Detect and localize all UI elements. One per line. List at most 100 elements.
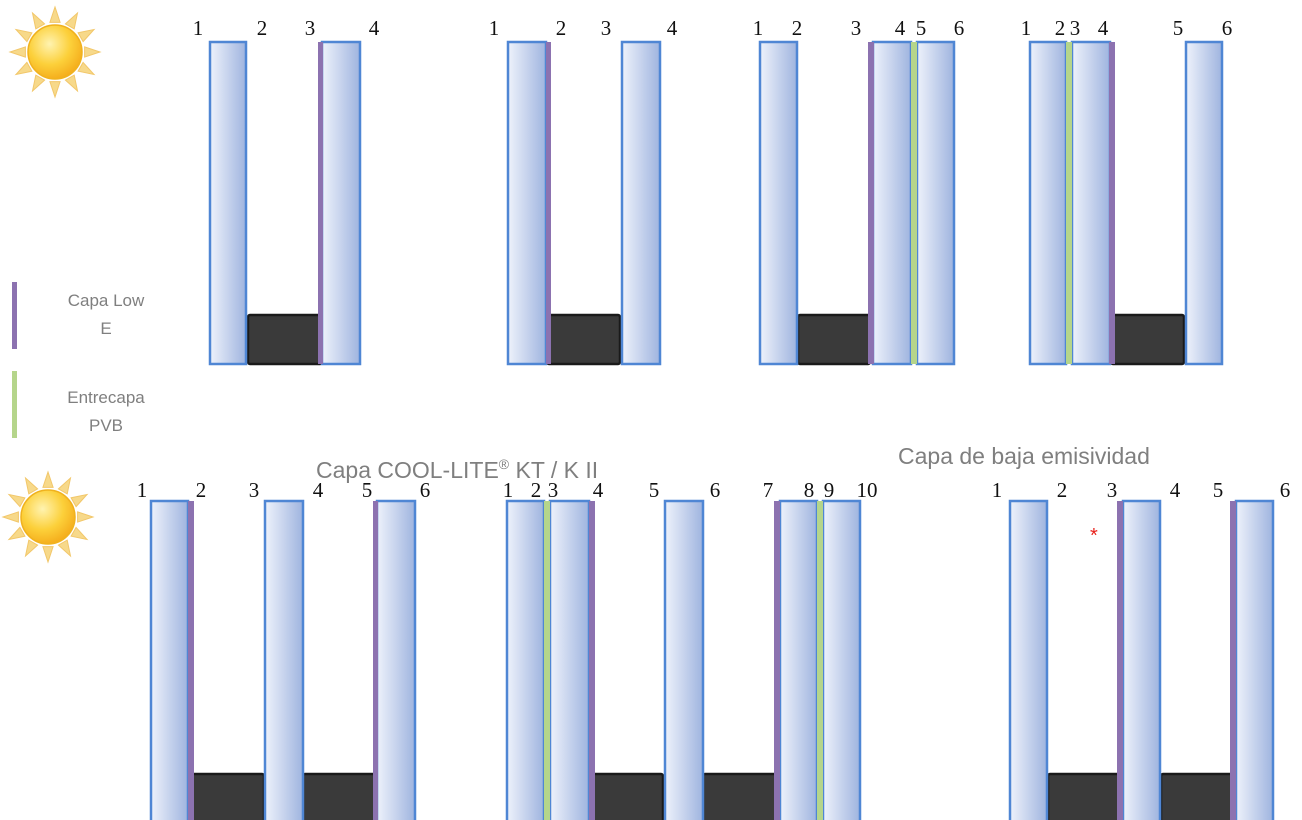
low-e-coating (373, 501, 378, 820)
glazing-unit: 1 2 3 4 5 6 (992, 478, 1291, 820)
low-e-coating (1230, 501, 1236, 820)
low-e-legend-label: E (100, 319, 111, 338)
sun-ray (57, 539, 72, 558)
glass-pane (821, 499, 862, 820)
sun-disc (20, 489, 76, 545)
sun-ray (57, 476, 72, 495)
surface-number: 5 (362, 478, 373, 502)
surface-number: 4 (667, 16, 678, 40)
surface-number: 6 (954, 16, 965, 40)
surface-number: 5 (1213, 478, 1224, 502)
surface-number: 4 (1098, 16, 1109, 40)
sun-ray (7, 526, 26, 541)
spacer-bar (1159, 772, 1236, 820)
surface-number: 2 (196, 478, 207, 502)
spacer-bar (246, 313, 324, 366)
surface-number: 4 (895, 16, 906, 40)
low-e-coating (546, 42, 551, 364)
sun-ray (14, 61, 33, 76)
surface-number: 2 (1055, 16, 1066, 40)
sun-ray (31, 74, 46, 93)
surface-number: 5 (916, 16, 927, 40)
glass-pane (548, 499, 591, 820)
spacer-bar (796, 313, 872, 366)
pvb-legend-label: Entrecapa (67, 388, 145, 407)
glass-pane (1184, 40, 1224, 366)
glass-pane (915, 40, 956, 366)
low-e-coating (868, 42, 874, 364)
sun-ray (24, 539, 39, 558)
sun-ray (64, 74, 79, 93)
pvb-legend-label: PVB (89, 416, 123, 435)
pvb-interlayer (1066, 42, 1072, 364)
surface-number: 3 (305, 16, 316, 40)
surface-number: 1 (193, 16, 204, 40)
surface-number: 4 (313, 478, 324, 502)
surface-number: 3 (249, 478, 260, 502)
surface-number: 3 (851, 16, 862, 40)
surface-number: 6 (1222, 16, 1233, 40)
glass-pane (620, 40, 662, 366)
low-e-coating (1117, 501, 1123, 820)
sun-ray (70, 493, 89, 508)
surface-number: 2 (257, 16, 268, 40)
sun-ray (64, 11, 79, 30)
glass-pane (1121, 499, 1162, 820)
cool-lite-caption-suffix: KT / K II (509, 457, 598, 483)
sun-ray (42, 470, 54, 488)
glass-pane (263, 499, 305, 820)
surface-number: 2 (1057, 478, 1068, 502)
spacer-bar (701, 772, 779, 820)
low-e-coating (589, 501, 595, 820)
low-e-legend-swatch (12, 282, 17, 349)
sun-icon (1, 470, 95, 564)
spacer-bar (301, 772, 378, 820)
sun-ray (49, 81, 61, 99)
surface-number: 1 (137, 478, 148, 502)
sun-ray (77, 28, 96, 43)
surface-number: 5 (649, 478, 660, 502)
surface-number: 4 (369, 16, 380, 40)
surface-number: 6 (420, 478, 431, 502)
surface-number: 10 (857, 478, 878, 502)
sun-ray (84, 46, 102, 58)
low-e-coating (1109, 42, 1115, 364)
glass-pane (505, 499, 546, 820)
spacer-bar (1109, 313, 1186, 366)
surface-number: 2 (792, 16, 803, 40)
glass-pane (1234, 499, 1275, 820)
pvb-interlayer (817, 501, 823, 820)
surface-number: 5 (1173, 16, 1184, 40)
low-emissivity-caption: Capa de baja emisividad (898, 443, 1150, 469)
surface-number: 2 (531, 478, 542, 502)
surface-number: 3 (1107, 478, 1118, 502)
sun-ray (7, 493, 26, 508)
glass-pane (1070, 40, 1112, 366)
sun-ray (31, 11, 46, 30)
surface-number: 1 (489, 16, 500, 40)
low-e-coating (774, 501, 780, 820)
glazing-unit: 1 2 3 4 (489, 16, 678, 366)
surface-number: 4 (1170, 478, 1181, 502)
surface-number: 1 (1021, 16, 1032, 40)
surface-number: 6 (710, 478, 721, 502)
low-e-coating (188, 501, 194, 820)
pvb-legend-swatch (12, 371, 17, 438)
registered-mark: ® (499, 456, 510, 472)
surface-number: 1 (503, 478, 514, 502)
cool-lite-caption: Capa COOL-LITE® KT / K II (316, 456, 598, 483)
surface-number: 3 (601, 16, 612, 40)
sun-ray (70, 526, 89, 541)
glass-pane (758, 40, 799, 366)
pvb-interlayer (544, 501, 550, 820)
asterisk-mark: * (1090, 525, 1098, 547)
surface-number: 9 (824, 478, 835, 502)
spacer-bar (588, 772, 665, 820)
legend: Capa Low E Entrecapa PVB (12, 282, 145, 438)
glass-pane (1028, 40, 1068, 366)
surface-number: 2 (556, 16, 567, 40)
glass-pane (663, 499, 705, 820)
surface-number: 6 (1280, 478, 1291, 502)
sun-ray (8, 46, 26, 58)
